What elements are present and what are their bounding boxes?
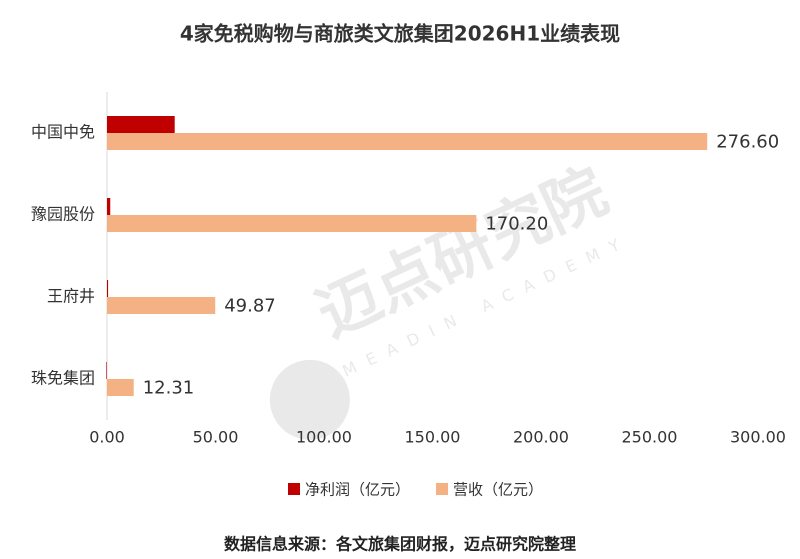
x-tick-label: 100.00 [296, 428, 352, 447]
legend-label: 营收（亿元） [453, 481, 543, 499]
bar [106, 362, 107, 379]
watermark: 迈点研究院 MEADIN ACADEMY [269, 154, 634, 440]
value-label: 12.31 [143, 378, 195, 399]
legend-swatch [436, 483, 449, 495]
y-tick-label: 珠免集团 [31, 369, 95, 388]
bar [107, 280, 109, 297]
y-tick-label: 豫园股份 [31, 205, 95, 224]
x-tick-label: 0.00 [89, 428, 125, 447]
x-tick-label: 250.00 [622, 428, 678, 447]
value-label: 49.87 [224, 296, 276, 317]
bar [107, 297, 216, 314]
x-tick-label: 150.00 [405, 428, 461, 447]
source-note: 数据信息来源：各文旅集团财报，迈点研究院整理 [224, 535, 576, 554]
chart-title: 4家免税购物与商旅类文旅集团2026H1业绩表现 [180, 22, 620, 46]
bar [107, 133, 708, 150]
y-tick-label: 王府井 [47, 287, 95, 306]
bar [107, 116, 175, 133]
value-label: 170.20 [485, 214, 548, 235]
bar [107, 215, 477, 232]
legend-swatch [288, 483, 300, 495]
watermark-logo [269, 359, 350, 440]
y-tick-label: 中国中免 [31, 123, 95, 142]
x-tick-label: 200.00 [513, 428, 569, 447]
value-label: 276.60 [716, 132, 779, 153]
legend-label: 净利润（亿元） [305, 481, 410, 499]
x-tick-label: 300.00 [730, 428, 786, 447]
bar [107, 379, 134, 396]
bar [107, 198, 111, 215]
x-tick-label: 50.00 [193, 428, 239, 447]
